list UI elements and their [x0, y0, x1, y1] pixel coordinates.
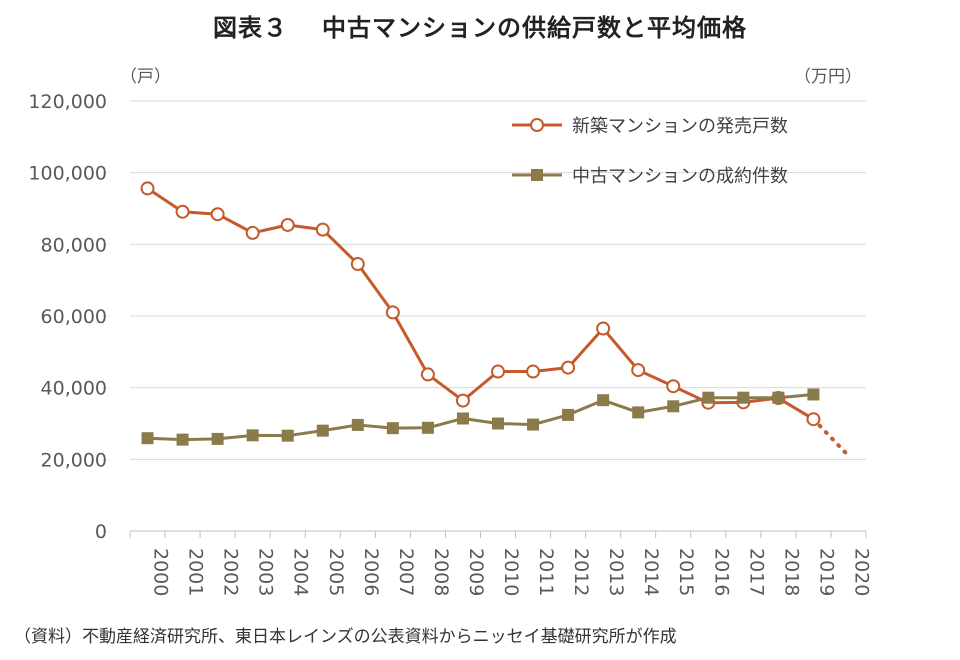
legend-marker-resale — [531, 169, 543, 181]
data-point-resale — [211, 432, 224, 445]
x-tick-label: 2009 — [465, 548, 487, 596]
data-point-resale — [737, 391, 750, 404]
x-tick-label: 2016 — [710, 548, 732, 596]
y-tick-label: 60,000 — [41, 306, 107, 328]
y-axis-ticks: 0 20,000 40,000 60,000 80,000 100,000 120,000 — [28, 91, 107, 543]
data-point-new-supply — [280, 217, 295, 232]
right-axis-unit: （万円） — [794, 67, 862, 87]
x-tick-label: 2014 — [640, 548, 662, 596]
chart-title: 図表３ 中古マンションの供給戸数と平均価格 — [0, 8, 960, 43]
y-tick-label: 80,000 — [41, 234, 107, 256]
x-tick-label: 2002 — [220, 548, 242, 596]
y-tick-label: 120,000 — [28, 91, 107, 113]
x-tick-label: 2020 — [850, 548, 872, 596]
data-point-new-supply — [420, 367, 435, 382]
data-point-resale — [527, 418, 540, 431]
x-tick-label: 2010 — [500, 548, 522, 596]
data-point-new-supply — [175, 204, 190, 219]
series-group — [140, 181, 851, 458]
data-point-resale — [632, 406, 645, 419]
chart-area: 020,00040,00060,00080,000100,000120,000 … — [28, 67, 873, 596]
data-point-resale — [421, 421, 434, 434]
data-point-resale — [351, 418, 364, 431]
data-point-resale — [597, 394, 610, 407]
data-point-new-supply — [491, 364, 505, 379]
source-note: （資料）不動産経済研究所、東日本レインズの公表資料からニッセイ基礎研究所が作成 — [14, 627, 677, 647]
gridlines — [129, 100, 867, 538]
figure-label: 図表３ — [213, 14, 288, 42]
x-tick-label: 2006 — [360, 548, 382, 596]
projection-line — [811, 417, 851, 458]
x-tick-label: 2008 — [430, 548, 452, 596]
x-tick-label: 2015 — [675, 548, 697, 596]
data-point-resale — [702, 391, 715, 404]
data-point-new-supply — [315, 222, 330, 237]
legend: 新築マンションの発売戸数 中古マンションの成約件数 — [512, 116, 788, 187]
legend-marker-new-supply — [530, 118, 544, 132]
legend-label-new-supply: 新築マンションの発売戸数 — [572, 116, 788, 137]
data-point-resale — [281, 429, 294, 442]
y-tick-label: 100,000 — [28, 163, 107, 185]
data-point-resale — [456, 412, 469, 425]
data-point-resale — [807, 388, 820, 401]
x-tick-label: 2011 — [535, 548, 557, 596]
data-point-resale — [772, 391, 785, 404]
x-tick-label: 2007 — [395, 548, 417, 596]
data-point-resale — [176, 433, 189, 446]
data-point-resale — [492, 417, 504, 430]
x-tick-label: 2018 — [780, 548, 802, 596]
data-point-new-supply — [596, 321, 611, 336]
x-tick-label: 2000 — [150, 548, 172, 596]
data-point-new-supply — [455, 393, 470, 408]
data-point-resale — [141, 432, 154, 445]
y-tick-label: 0 — [95, 521, 107, 543]
x-tick-label: 2001 — [185, 548, 207, 596]
figure-title-text: 中古マンションの供給戸数と平均価格 — [322, 14, 747, 42]
data-point-new-supply — [210, 207, 225, 222]
x-tick-label: 2005 — [325, 548, 347, 596]
x-tick-label: 2017 — [745, 548, 767, 596]
data-point-resale — [386, 422, 399, 435]
series-line-1 — [146, 187, 815, 421]
data-point-new-supply — [140, 181, 155, 196]
y-tick-label: 20,000 — [41, 449, 107, 471]
data-point-new-supply — [350, 257, 365, 272]
x-tick-label: 2013 — [605, 548, 627, 596]
data-point-new-supply — [666, 379, 681, 394]
x-tick-label: 2019 — [815, 548, 837, 596]
data-point-resale — [316, 424, 329, 437]
x-tick-label: 2003 — [255, 548, 277, 596]
x-tick-label: 2004 — [290, 548, 312, 596]
x-tick-label: 2012 — [570, 548, 592, 596]
legend-label-resale: 中古マンションの成約件数 — [572, 166, 788, 187]
y-tick-label: 40,000 — [41, 378, 107, 400]
data-point-new-supply — [526, 364, 541, 379]
x-axis-ticks: 2000 2001 2002 2003 2004 2005 2006 2007 2008 2009… — [150, 548, 873, 596]
data-point-new-supply — [245, 225, 260, 240]
data-point-new-supply — [385, 305, 400, 320]
data-point-resale — [562, 408, 575, 421]
data-point-resale — [667, 400, 680, 413]
data-point-new-supply — [631, 363, 646, 378]
data-point-resale — [246, 429, 259, 442]
left-axis-unit: （戸） — [120, 67, 171, 87]
data-point-new-supply — [806, 412, 821, 427]
data-point-new-supply — [561, 360, 576, 375]
